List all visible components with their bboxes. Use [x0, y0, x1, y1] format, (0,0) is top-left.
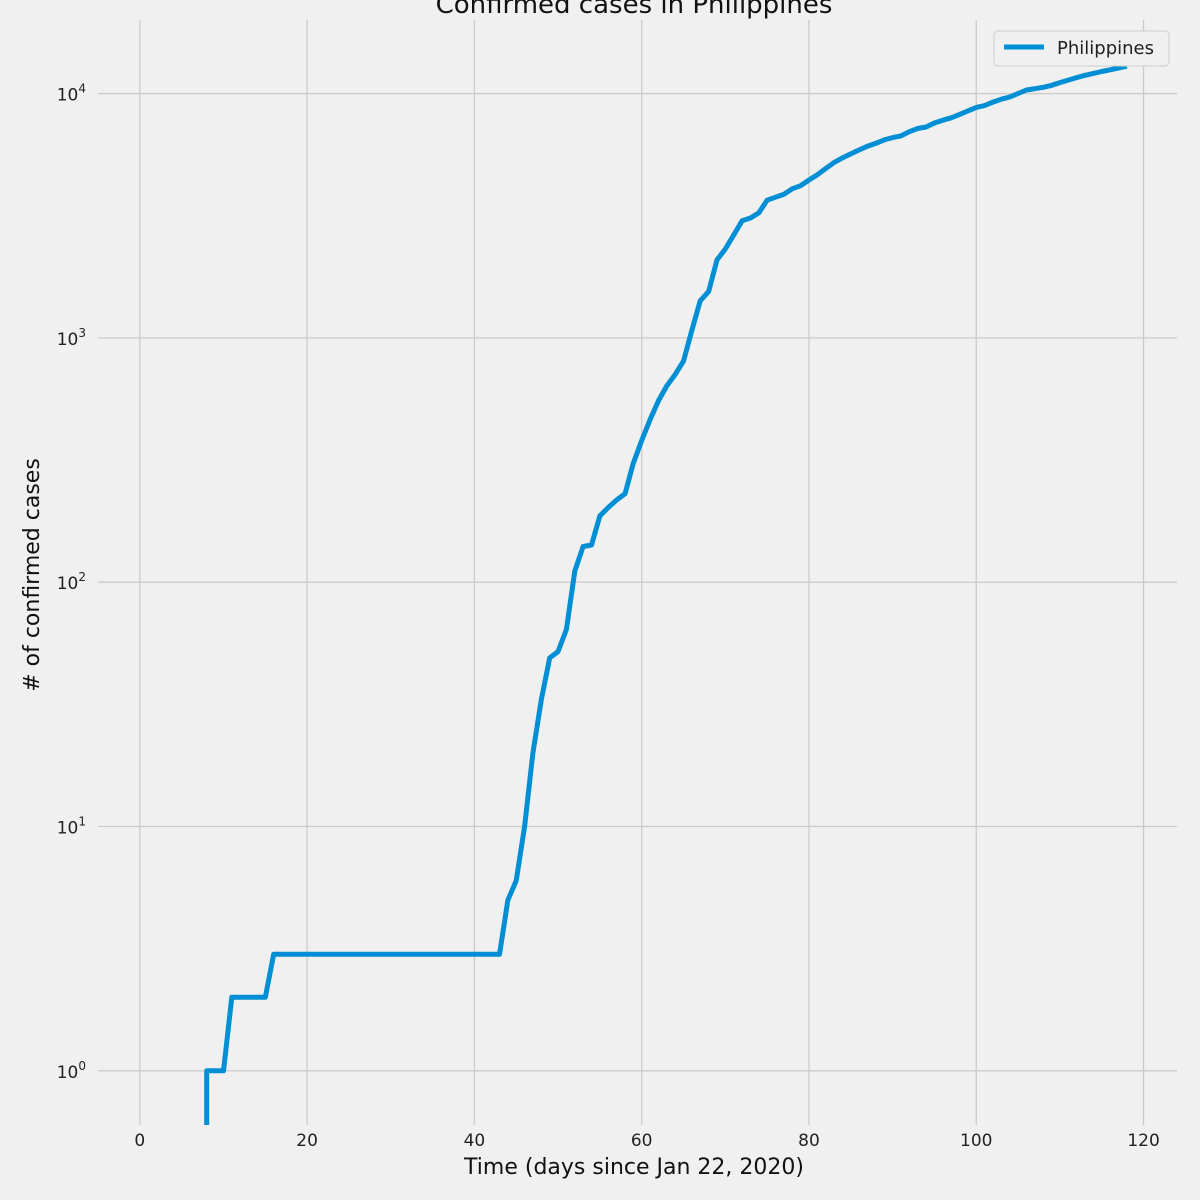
y-tick-label: 104 — [57, 82, 86, 106]
y-tick-label: 101 — [57, 814, 86, 838]
x-tick-label: 0 — [134, 1131, 145, 1151]
x-tick-label: 20 — [296, 1131, 318, 1151]
grid-lines — [98, 20, 1177, 1125]
x-axis-label: Time (days since Jan 22, 2020) — [463, 1155, 804, 1180]
x-tick-label: 100 — [960, 1131, 992, 1151]
y-tick-label: 103 — [57, 326, 86, 350]
tick-labels: 0 20 40 60 80 100 120 100 101 102 103 104 — [57, 82, 1160, 1151]
legend-box — [993, 30, 1170, 67]
y-axis-label: # of confirmed cases — [20, 458, 45, 692]
y-tick-label: 100 — [57, 1059, 86, 1083]
y-tick-label: 102 — [57, 570, 86, 594]
legend: Philippines — [993, 30, 1170, 67]
x-tick-label: 80 — [798, 1131, 820, 1151]
x-tick-label: 120 — [1127, 1131, 1159, 1151]
x-tick-label: 60 — [631, 1131, 653, 1151]
legend-label: Philippines — [1057, 38, 1154, 59]
x-tick-label: 40 — [464, 1131, 486, 1151]
series-lines — [204, 63, 1128, 1125]
chart-title: Confirmed cases in Philippines — [436, 0, 833, 20]
series-line-philippines — [204, 63, 1128, 1125]
